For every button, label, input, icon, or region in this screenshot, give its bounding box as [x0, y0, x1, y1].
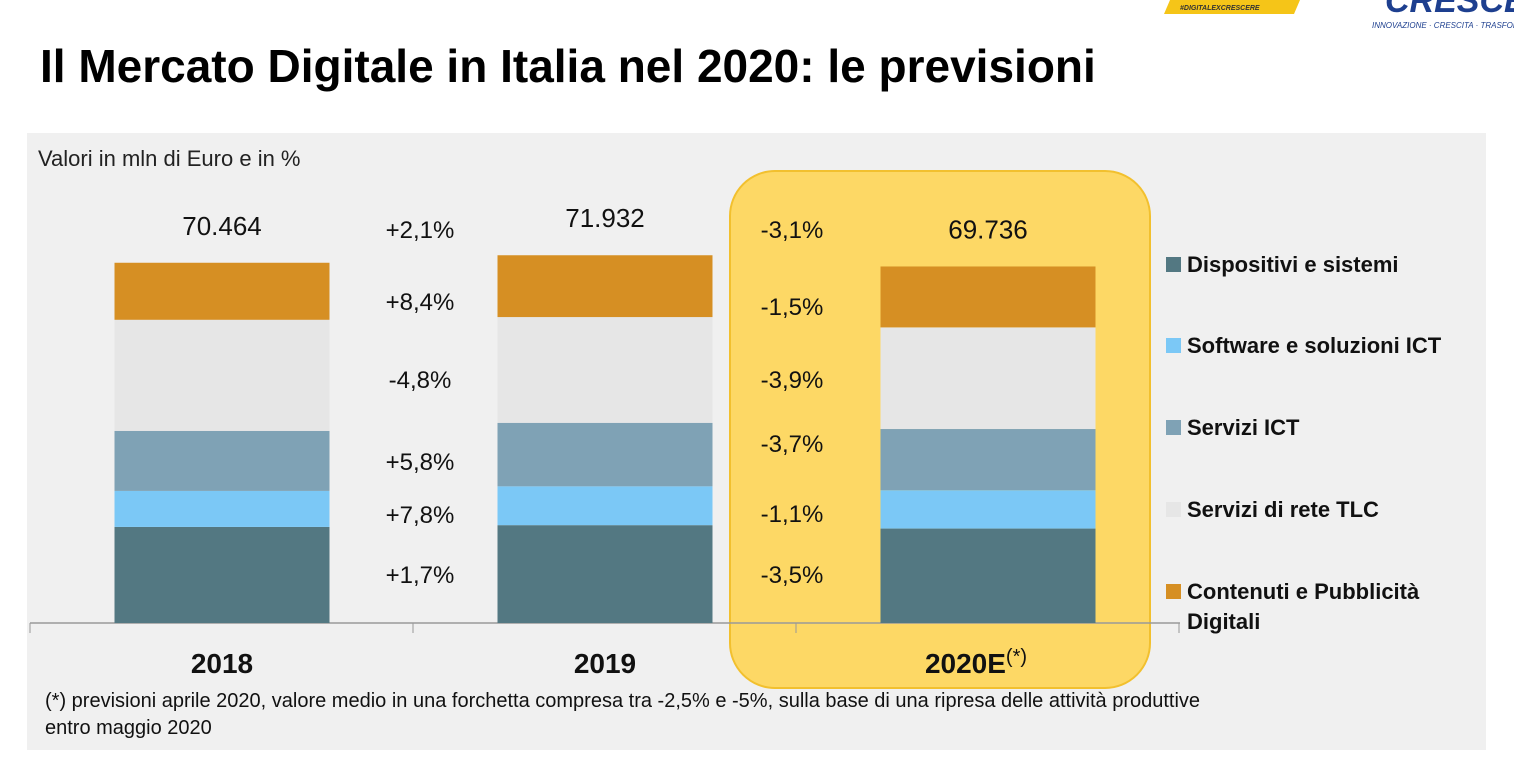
category-marker: (*): [1006, 646, 1027, 668]
legend-item: Servizi ICT: [1166, 413, 1486, 443]
bar-segment: [880, 327, 1096, 430]
legend-item: Software e soluzioni ICT: [1166, 331, 1486, 361]
bar-segment: [114, 319, 330, 431]
legend-swatch: [1166, 338, 1181, 353]
change-label: +2,1%: [386, 217, 455, 244]
bar-segment: [497, 255, 713, 318]
x-tick-label: 2019: [574, 648, 636, 679]
logo-tag: #DIGITALEXCRESCERE: [1180, 5, 1260, 12]
change-label: +8,4%: [386, 289, 455, 316]
bar-segment: [497, 317, 713, 423]
legend-label: Contenuti e Pubblicità Digitali: [1187, 579, 1420, 634]
x-tick-label: 2018: [191, 648, 253, 679]
legend-label: Software e soluzioni ICT: [1187, 333, 1442, 358]
legend-swatch: [1166, 257, 1181, 272]
change-label: +7,8%: [386, 502, 455, 529]
legend-swatch: [1166, 420, 1181, 435]
bar-segment: [880, 490, 1096, 529]
total-label: 71.932: [565, 203, 645, 233]
legend-item: Servizi di rete TLC: [1166, 495, 1486, 525]
logo-name: CRESCER: [1385, 0, 1514, 20]
legend-label: Dispositivi e sistemi: [1187, 252, 1399, 277]
change-label: -3,7%: [761, 431, 824, 458]
bar-segment: [880, 429, 1096, 491]
change-label: -3,5%: [761, 562, 824, 589]
legend-label: Servizi di rete TLC: [1187, 497, 1379, 522]
bar-segment: [880, 266, 1096, 328]
total-label: 70.464: [182, 211, 262, 241]
bar-segment: [114, 490, 330, 527]
change-label: +5,8%: [386, 449, 455, 476]
category: 2019: [574, 648, 636, 679]
footnote: (*) previsioni aprile 2020, valore medio…: [45, 690, 1201, 739]
change-label: -1,1%: [761, 501, 824, 528]
category: 2018: [191, 648, 253, 679]
chart-subtitle: Valori in mln di Euro e in %: [38, 146, 301, 171]
change-label: -3,9%: [761, 367, 824, 394]
bar-segment: [880, 528, 1096, 623]
category: 2020E: [925, 648, 1006, 679]
legend-swatch: [1166, 502, 1181, 517]
logo-tag-bg: [1164, 0, 1300, 14]
bar-segment: [114, 526, 330, 623]
legend-swatch: [1166, 584, 1181, 599]
bar-segment: [497, 422, 713, 487]
change-label: -1,5%: [761, 294, 824, 321]
logo-subtitle: INNOVAZIONE · CRESCITA · TRASFORMA: [1372, 21, 1514, 30]
x-tick-label: 2020E(*): [925, 646, 1027, 679]
bar-segment: [114, 430, 330, 491]
change-label: +1,7%: [386, 562, 455, 589]
legend-label: Servizi ICT: [1187, 415, 1300, 440]
legend-item: Contenuti e Pubblicità Digitali: [1166, 577, 1486, 637]
page-title: Il Mercato Digitale in Italia nel 2020: …: [40, 40, 1096, 92]
legend-item: Dispositivi e sistemi: [1166, 250, 1486, 280]
change-label: -3,1%: [761, 217, 824, 244]
change-label: -4,8%: [389, 367, 452, 394]
total-label: 69.736: [948, 214, 1028, 244]
bar-segment: [114, 262, 330, 320]
bar-segment: [497, 525, 713, 623]
bar-segment: [497, 486, 713, 526]
